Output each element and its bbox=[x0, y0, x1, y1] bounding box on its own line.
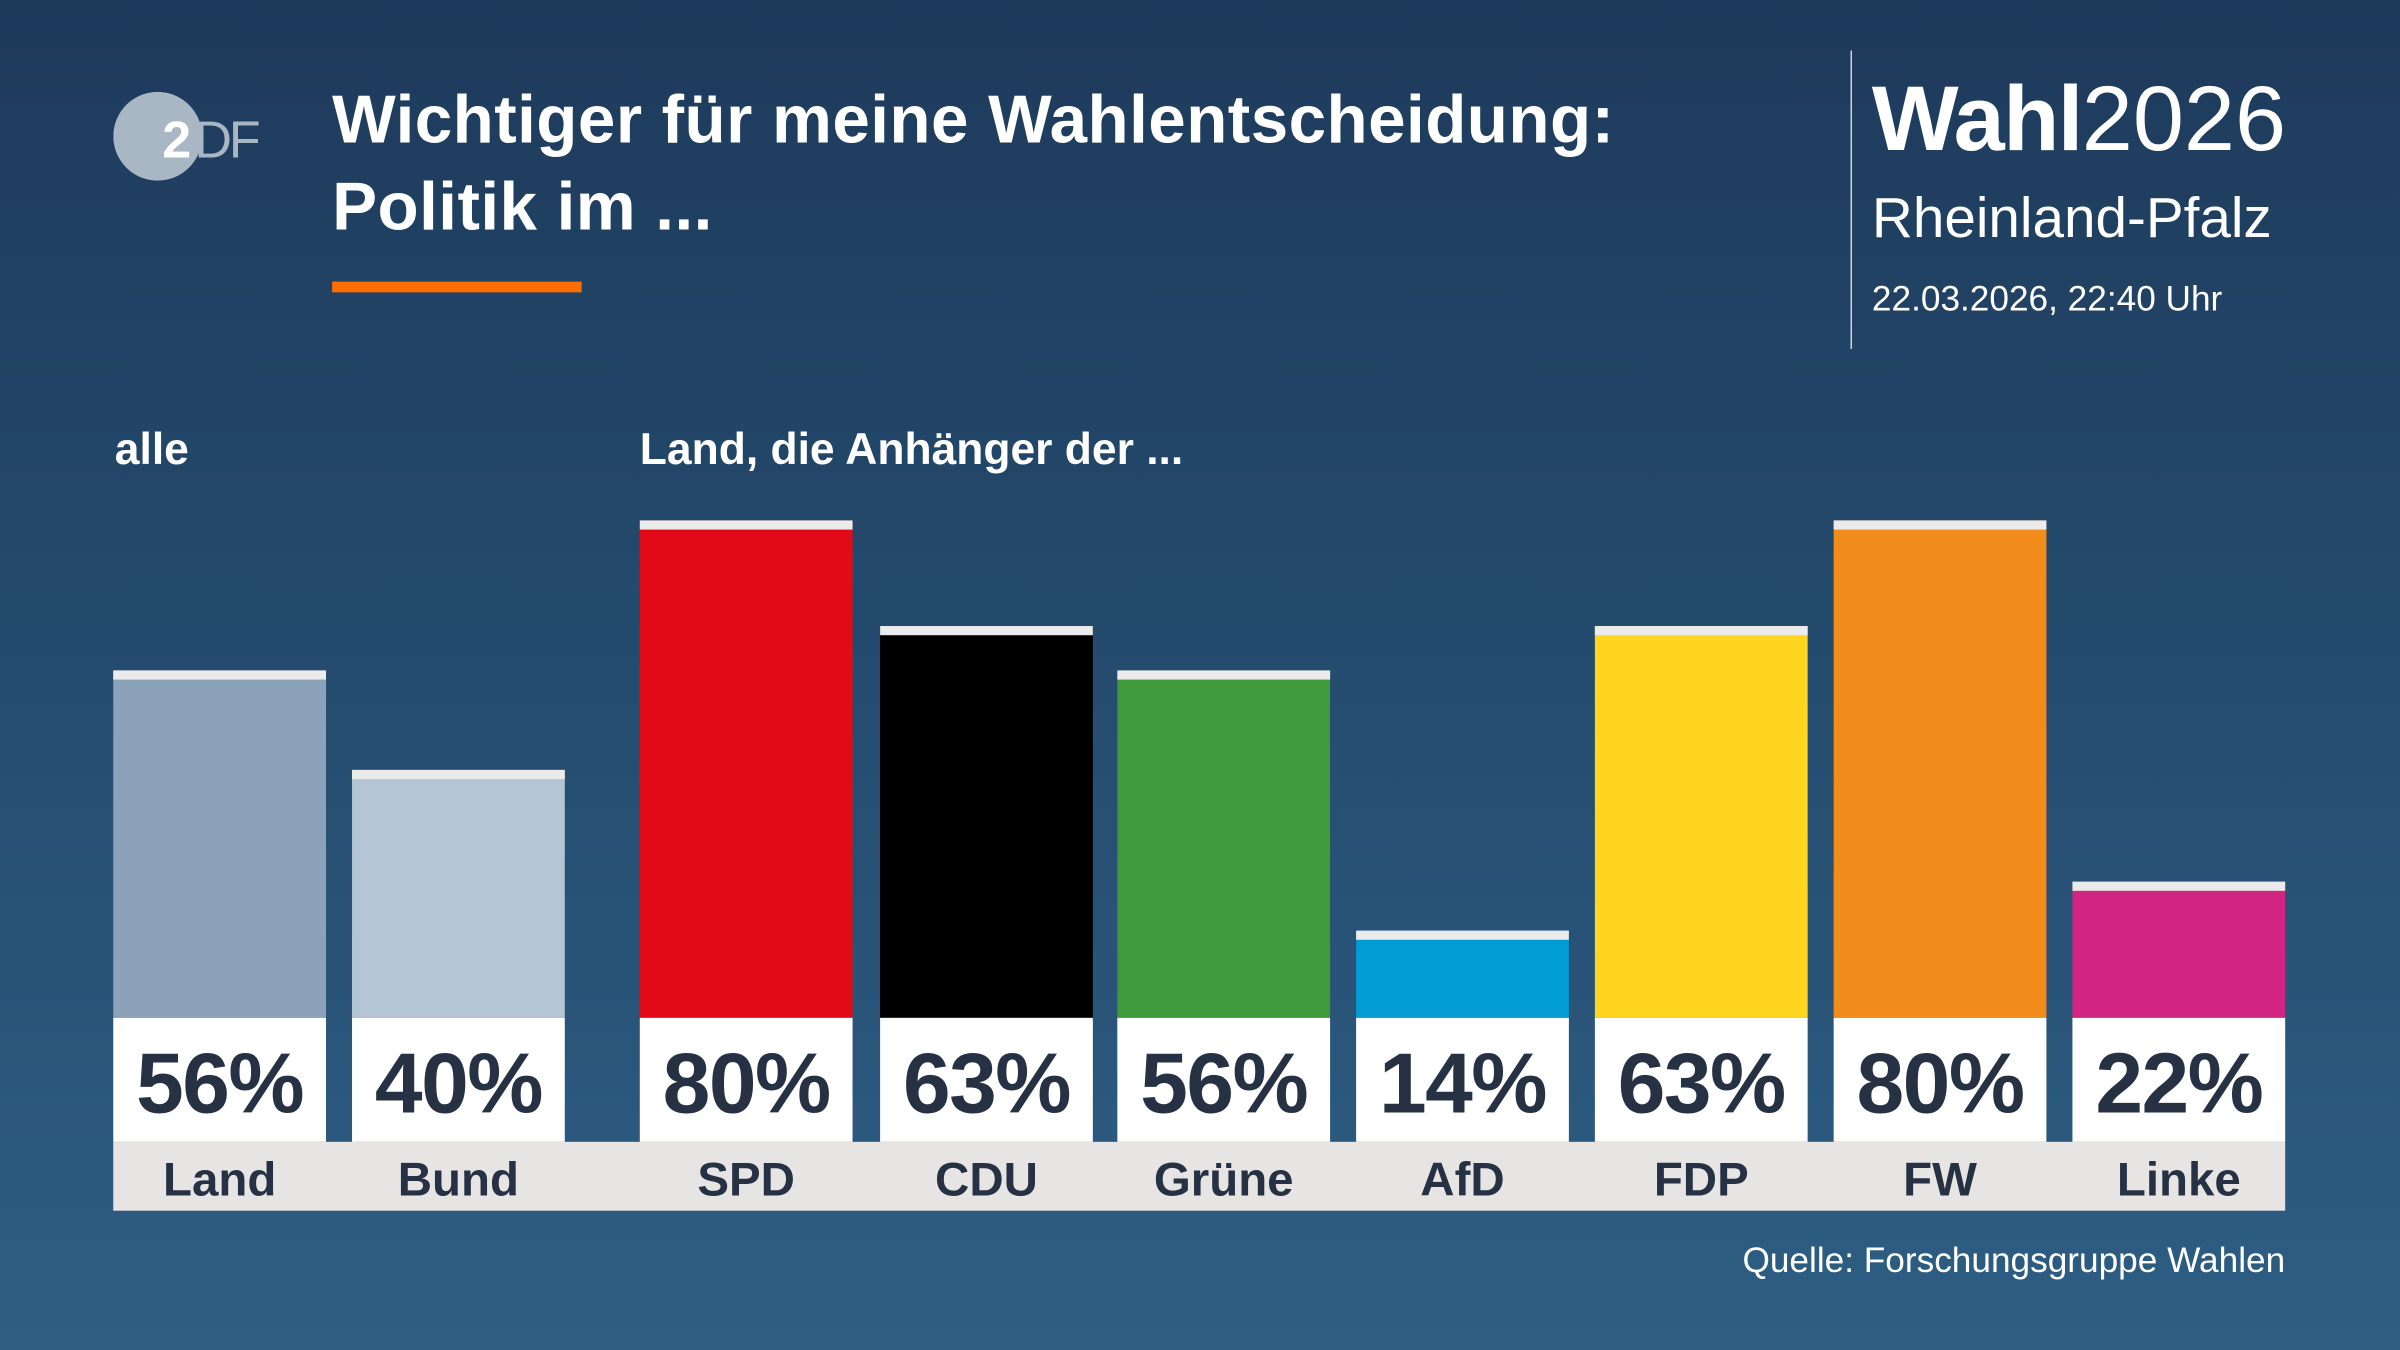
title-line-1: Wichtiger für meine Wahlentscheidung: bbox=[332, 82, 1615, 158]
source-note: Quelle: Forschungsgruppe Wahlen bbox=[1742, 1239, 2286, 1280]
category-label: SPD bbox=[697, 1152, 795, 1207]
title-line-2: Politik im ... bbox=[332, 169, 713, 245]
value-label: 56% bbox=[113, 1017, 327, 1142]
bar-cdu bbox=[880, 626, 1093, 1018]
bar-cap bbox=[2072, 881, 2286, 891]
category-label: Grüne bbox=[1153, 1152, 1294, 1207]
category-label: FW bbox=[1903, 1152, 1977, 1207]
group-label-anhaenger: Land, die Anhänger der ... bbox=[639, 425, 1184, 475]
category-label: Bund bbox=[397, 1152, 520, 1207]
category-label: Linke bbox=[2116, 1152, 2241, 1207]
bar-cap bbox=[1117, 669, 1331, 679]
value-label: 40% bbox=[352, 1017, 565, 1142]
region: Rheinland-Pfalz bbox=[1871, 186, 2272, 250]
bar-cap bbox=[639, 520, 853, 530]
election-brand: Wahl2026 bbox=[1872, 70, 2286, 168]
accent-bar bbox=[332, 281, 582, 293]
category-label: CDU bbox=[935, 1152, 1038, 1207]
bar-grüne bbox=[1117, 669, 1331, 1018]
zdf-logo: 2 DF bbox=[113, 91, 262, 181]
header-divider bbox=[1850, 50, 1853, 349]
value-label: 80% bbox=[639, 1017, 853, 1142]
value-label: 63% bbox=[880, 1017, 1093, 1142]
svg-text:DF: DF bbox=[194, 112, 259, 170]
value-label: 14% bbox=[1356, 1017, 1569, 1142]
value-label: 56% bbox=[1117, 1017, 1331, 1142]
chart-title: Wichtiger für meine Wahlentscheidung: Po… bbox=[332, 77, 1614, 251]
bar-cap bbox=[113, 669, 327, 679]
bar-land bbox=[113, 669, 327, 1018]
bar-cap bbox=[1356, 930, 1569, 940]
value-label: 22% bbox=[2072, 1017, 2286, 1142]
category-label: FDP bbox=[1653, 1152, 1749, 1207]
bar-cap bbox=[1833, 520, 2047, 530]
bar-linke bbox=[2072, 881, 2286, 1018]
bar-cap bbox=[1594, 626, 1808, 636]
bar-bund bbox=[352, 769, 565, 1018]
bar-fw bbox=[1833, 520, 2047, 1018]
value-label: 63% bbox=[1594, 1017, 1808, 1142]
bar-fdp bbox=[1594, 626, 1808, 1018]
datetime: 22.03.2026, 22:40 Uhr bbox=[1871, 278, 2223, 319]
category-label-strip bbox=[113, 1141, 2286, 1211]
category-label: AfD bbox=[1420, 1152, 1505, 1207]
bar-afd bbox=[1356, 930, 1569, 1018]
svg-text:2: 2 bbox=[162, 112, 189, 170]
category-label: Land bbox=[162, 1152, 277, 1207]
bar-spd bbox=[639, 520, 853, 1018]
brand-year: 2026 bbox=[2081, 67, 2287, 170]
value-label: 80% bbox=[1833, 1017, 2047, 1142]
brand-bold: Wahl bbox=[1871, 67, 2083, 170]
bar-cap bbox=[880, 626, 1093, 636]
group-label-alle: alle bbox=[114, 425, 189, 475]
bar-cap bbox=[352, 769, 565, 779]
